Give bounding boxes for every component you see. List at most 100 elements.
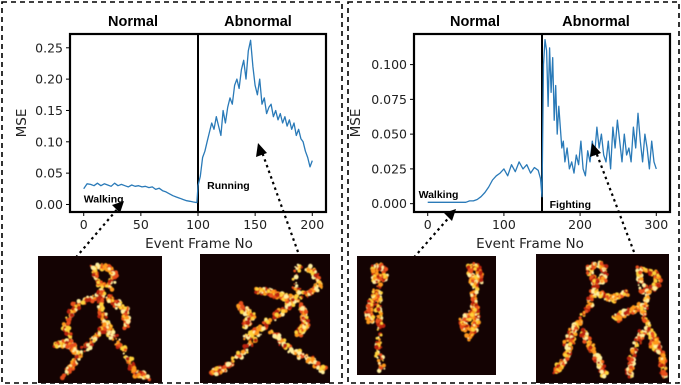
event-pixel	[247, 334, 250, 337]
event-pixel	[634, 341, 638, 345]
event-pixel	[476, 271, 479, 274]
event-pixel	[371, 290, 375, 294]
event-pixel	[591, 265, 594, 268]
event-pixel	[479, 274, 484, 279]
event-pixel	[94, 274, 99, 279]
event-pixel	[231, 359, 234, 363]
event-pixel	[366, 303, 371, 309]
event-pixel	[108, 272, 111, 275]
event-pixel	[583, 312, 586, 315]
event-pixel	[643, 307, 647, 310]
event-pixel	[110, 285, 113, 288]
event-pixel	[120, 309, 125, 314]
event-pixel	[641, 336, 645, 340]
event-pixel	[118, 305, 123, 310]
event-pixel	[379, 312, 383, 316]
header-normal-left: Normal	[108, 14, 158, 30]
event-pixel	[272, 333, 277, 339]
event-pixel	[56, 340, 59, 343]
event-pixel	[65, 325, 70, 330]
event-pixel	[653, 341, 658, 346]
event-pixel	[372, 280, 376, 284]
x-axis-label-left: Event Frame No	[145, 236, 253, 252]
event-pixel	[474, 286, 480, 292]
event-pixel	[468, 317, 472, 322]
event-pixel	[293, 283, 296, 285]
event-pixel	[61, 339, 66, 343]
event-pixel	[598, 291, 603, 295]
event-pixel	[302, 322, 305, 325]
event-pixel	[644, 313, 646, 315]
event-pixel	[641, 282, 647, 288]
event-pixel	[249, 310, 252, 313]
event-pixel	[570, 337, 573, 340]
event-pixel	[379, 304, 382, 308]
event-pixel	[470, 334, 473, 337]
event-pixel	[261, 326, 266, 331]
event-pixel	[378, 340, 381, 344]
event-pixel	[62, 342, 65, 345]
event-pixel	[305, 315, 309, 320]
event-pixel	[111, 299, 115, 302]
event-pixel	[302, 353, 305, 356]
event-pixel	[593, 295, 597, 299]
event-pixel	[284, 298, 288, 302]
event-pixel	[589, 275, 593, 280]
event-pixel	[472, 323, 476, 327]
event-pixel	[376, 307, 381, 312]
header-abnormal-left: Abnormal	[224, 14, 292, 30]
event-pixel	[115, 337, 118, 340]
event-pixel	[248, 340, 252, 344]
event-pixel	[653, 275, 657, 279]
event-pixel	[61, 322, 66, 327]
event-pixel	[277, 333, 282, 338]
event-pixel	[645, 306, 649, 311]
event-pixel	[88, 345, 93, 351]
header-abnormal-right: Abnormal	[562, 14, 630, 30]
event-pixel	[373, 265, 377, 268]
event-pixel	[597, 355, 603, 361]
event-pixel	[595, 279, 601, 284]
event-pixel	[564, 361, 567, 365]
event-pixel	[633, 310, 636, 313]
event-pixel	[629, 310, 632, 313]
event-pixel	[654, 283, 657, 286]
event-pixel	[370, 312, 373, 314]
event-pixel	[131, 367, 137, 373]
event-pixel	[293, 351, 298, 356]
event-pixel	[306, 358, 310, 362]
event-pixel	[559, 359, 562, 362]
event-pixel	[583, 306, 587, 310]
event-pixel	[625, 309, 630, 314]
event-pixel	[100, 263, 104, 266]
event-pixel	[558, 361, 561, 365]
event-pixel	[584, 336, 588, 340]
header-normal-right: Normal	[450, 14, 500, 30]
event-pixel	[473, 267, 477, 271]
event-pixel	[641, 305, 644, 308]
event-pixel	[295, 273, 298, 275]
event-pixel	[230, 364, 233, 367]
event-pixel	[381, 270, 385, 274]
event-pixel	[579, 313, 583, 316]
event-pixel	[71, 307, 75, 311]
event-pixel	[474, 317, 477, 321]
event-pixel	[238, 301, 244, 306]
event-pixel	[662, 376, 665, 379]
event-pixel	[376, 314, 381, 319]
event-pixel	[458, 317, 462, 321]
event-pixel	[652, 271, 657, 276]
event-pixel	[652, 348, 655, 351]
event-pixel	[372, 298, 374, 300]
event-pixel	[366, 315, 369, 319]
event-pixel	[572, 339, 575, 343]
event-pixel	[147, 377, 151, 382]
event-pixel	[246, 351, 249, 354]
arrowhead-walking-left	[112, 201, 124, 213]
event-pixel	[472, 261, 476, 266]
event-pixel	[638, 270, 643, 275]
event-pixel	[646, 294, 650, 299]
event-pixel	[124, 312, 128, 316]
event-pixel	[647, 268, 650, 272]
event-pixel	[99, 280, 103, 284]
